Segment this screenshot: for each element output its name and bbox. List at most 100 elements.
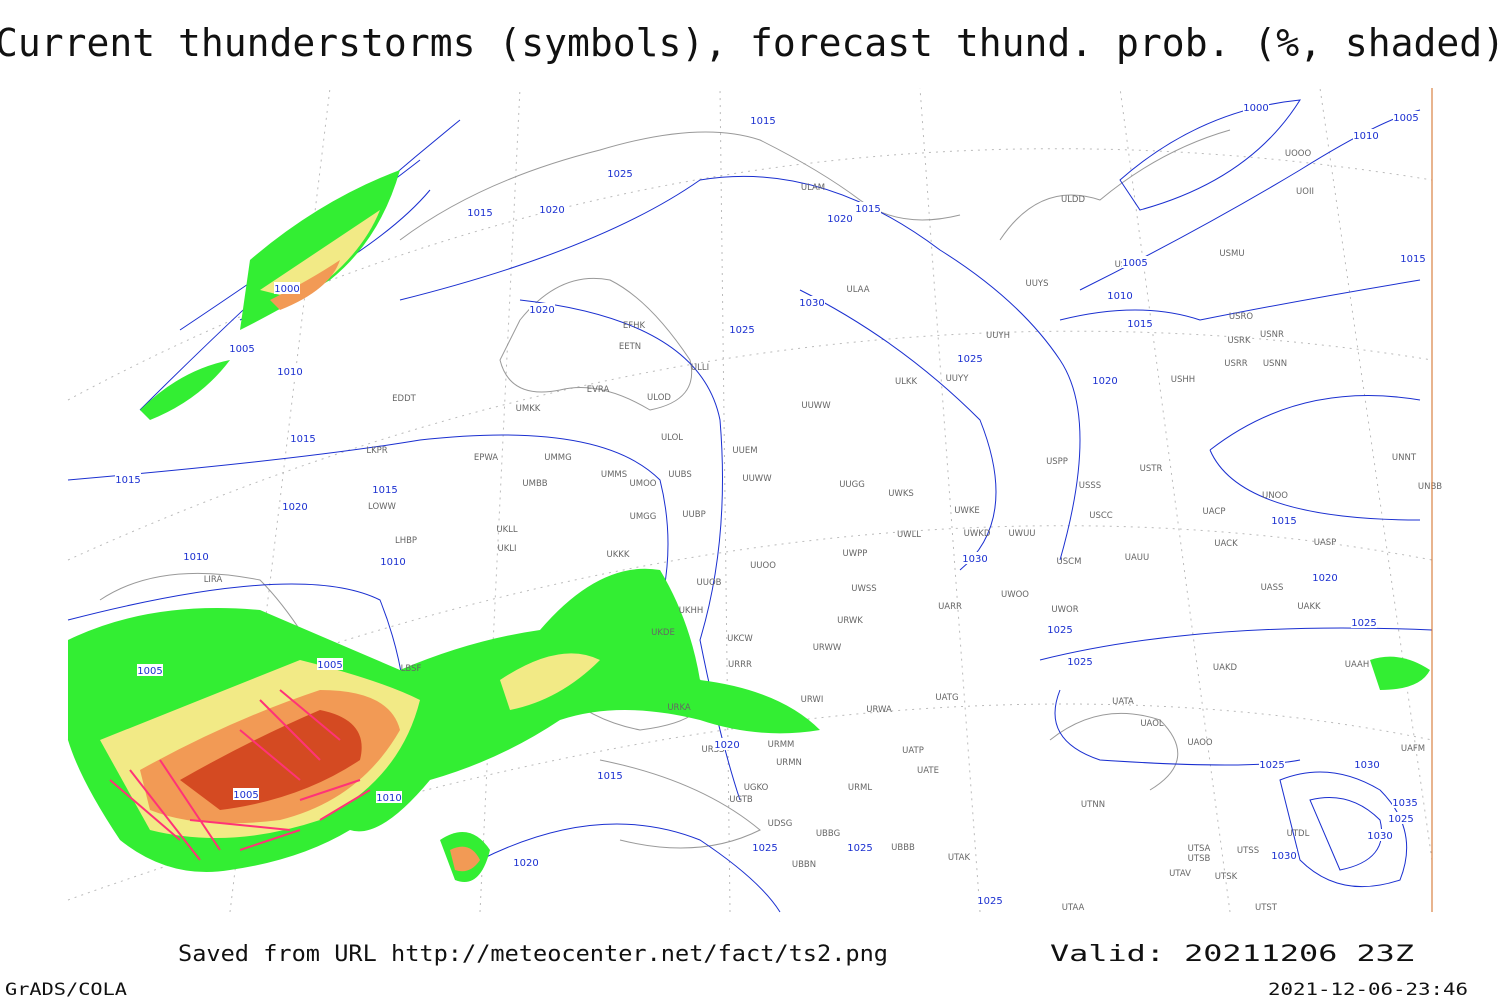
- station-label: UOOO: [1285, 149, 1312, 159]
- station-label: UUYY: [946, 374, 970, 384]
- isobar-label: 1025: [977, 896, 1002, 907]
- source-note: Saved from URL http://meteocenter.net/fa…: [178, 942, 888, 967]
- isobar-label: 1015: [290, 434, 315, 445]
- station-label: USNR: [1260, 330, 1284, 340]
- station-label: UGKO: [744, 783, 769, 793]
- station-label: URSS: [702, 745, 725, 755]
- station-label: URMN: [776, 758, 802, 768]
- isobar-label: 1015: [597, 771, 622, 782]
- isobar-label: 1000: [1243, 103, 1268, 114]
- isobar-label: 1005: [1393, 113, 1418, 124]
- isobar-label-bg: [1351, 616, 1377, 628]
- station-label: URWI: [801, 695, 824, 705]
- isobar-label-bg: [1388, 812, 1414, 824]
- station-label: UUEM: [732, 446, 757, 456]
- isobar-label: 1025: [752, 843, 777, 854]
- isobar-label: 1015: [855, 204, 880, 215]
- station-label: USRR: [1224, 359, 1248, 369]
- isobar-label: 1015: [1400, 254, 1425, 265]
- station-label: ULAA: [846, 285, 869, 295]
- isobar-label-bg: [372, 483, 398, 495]
- station-label: USPP: [1046, 457, 1068, 467]
- isobar-label: 1005: [233, 790, 258, 801]
- station-label: UUOB: [697, 578, 722, 588]
- station-label: UATA: [1112, 697, 1134, 707]
- station-label: UTAV: [1169, 869, 1191, 879]
- software: GrADS/COLA: [5, 980, 127, 1000]
- station-label: ULDD: [1061, 195, 1086, 205]
- isobar-label: 1015: [115, 475, 140, 486]
- station-label: UKHH: [679, 606, 704, 616]
- station-label: UWKE: [954, 506, 980, 516]
- isobar-label: 1025: [957, 354, 982, 365]
- isobar-label-bg: [115, 473, 141, 485]
- station-label: UTSK: [1215, 872, 1238, 882]
- isobar-label: 1020: [513, 858, 538, 869]
- station-label: UWOO: [1001, 590, 1029, 600]
- isobar-label-bg: [317, 658, 343, 670]
- station-label: UATP: [902, 746, 924, 756]
- station-label: LKPR: [366, 446, 387, 456]
- station-label: UATE: [917, 766, 939, 776]
- station-label: UACK: [1214, 539, 1238, 549]
- isobar-label: 1020: [529, 305, 554, 316]
- station-label: UBBB: [891, 843, 915, 853]
- station-label: UKKK: [607, 550, 630, 560]
- isobar-label-bg: [607, 167, 633, 179]
- isobar-label: 1005: [317, 660, 342, 671]
- isobar-label-bg: [274, 282, 300, 294]
- station-label: UBBN: [792, 860, 816, 870]
- station-label: UKLL: [496, 525, 518, 535]
- isobar-label-bg: [1367, 829, 1393, 841]
- isobar-label-bg: [380, 555, 406, 567]
- station-label: UNNT: [1392, 453, 1417, 463]
- timestamp: 2021-12-06-23:46: [1268, 980, 1468, 1000]
- station-label: UTNN: [1081, 800, 1105, 810]
- isobar-label: 1030: [1271, 851, 1296, 862]
- isobar-label: 1025: [1067, 657, 1092, 668]
- isobar-label-bg: [1067, 655, 1093, 667]
- station-label: UWKS: [888, 489, 914, 499]
- isobar-label: 1015: [372, 485, 397, 496]
- station-label: ULKK: [895, 377, 918, 387]
- isobar-label-bg: [847, 841, 873, 853]
- station-label: UTSS: [1237, 846, 1259, 856]
- isobar-label-bg: [229, 342, 255, 354]
- isobar-label: 1010: [380, 557, 405, 568]
- station-label: UOII: [1296, 187, 1314, 197]
- isobar-label: 1005: [1122, 258, 1147, 269]
- station-label: UTDL: [1287, 829, 1310, 839]
- station-label: UACP: [1203, 507, 1226, 517]
- station-label: UTAK: [948, 853, 971, 863]
- station-label: URMM: [768, 740, 795, 750]
- isobar-label: 1010: [183, 552, 208, 563]
- valid-time: Valid: 20211206 23Z: [1050, 942, 1414, 967]
- station-label: UTSA: [1188, 844, 1211, 854]
- station-label: USMU: [1219, 249, 1244, 259]
- isobar-label: 1005: [229, 344, 254, 355]
- isobar-label-bg: [1271, 514, 1297, 526]
- station-label: UAOO: [1187, 738, 1213, 748]
- station-label: LOWW: [368, 502, 397, 512]
- station-label: UWKD: [964, 529, 991, 539]
- isobar-label-bg: [183, 550, 209, 562]
- station-label: UDSG: [768, 819, 793, 829]
- isobar-label: 1025: [1388, 814, 1413, 825]
- isobar-label-bg: [513, 856, 539, 868]
- isobar-label: 1020: [827, 214, 852, 225]
- station-label: EETN: [619, 342, 641, 352]
- station-label: UKDE: [651, 628, 675, 638]
- isobar-label-bg: [529, 303, 555, 315]
- station-label: UUGG: [839, 480, 865, 490]
- map-title: Current thunderstorms (symbols), forecas…: [0, 21, 1500, 65]
- station-label: UNBB: [1418, 482, 1442, 492]
- isobar-label: 1020: [539, 205, 564, 216]
- isobar-label-bg: [1271, 849, 1297, 861]
- station-label: USNN: [1263, 359, 1287, 369]
- isobar-label: 1030: [1354, 760, 1379, 771]
- station-label: UAKK: [1297, 602, 1321, 612]
- isobar-label: 1030: [1367, 831, 1392, 842]
- station-label: EDDT: [392, 394, 416, 404]
- station-label: UUBS: [668, 470, 692, 480]
